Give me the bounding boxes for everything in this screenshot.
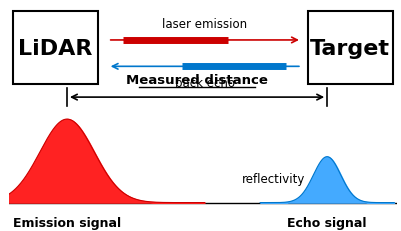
Text: Emission signal: Emission signal [13,216,121,229]
Text: Measured distance: Measured distance [126,74,268,87]
FancyBboxPatch shape [308,12,393,85]
Text: reflectivity: reflectivity [242,172,306,185]
Text: laser emission: laser emission [162,18,247,31]
Text: Echo signal: Echo signal [287,216,367,229]
Text: back echo: back echo [175,77,235,90]
Text: Target: Target [310,39,390,58]
FancyBboxPatch shape [13,12,98,85]
Text: LiDAR: LiDAR [18,39,93,58]
